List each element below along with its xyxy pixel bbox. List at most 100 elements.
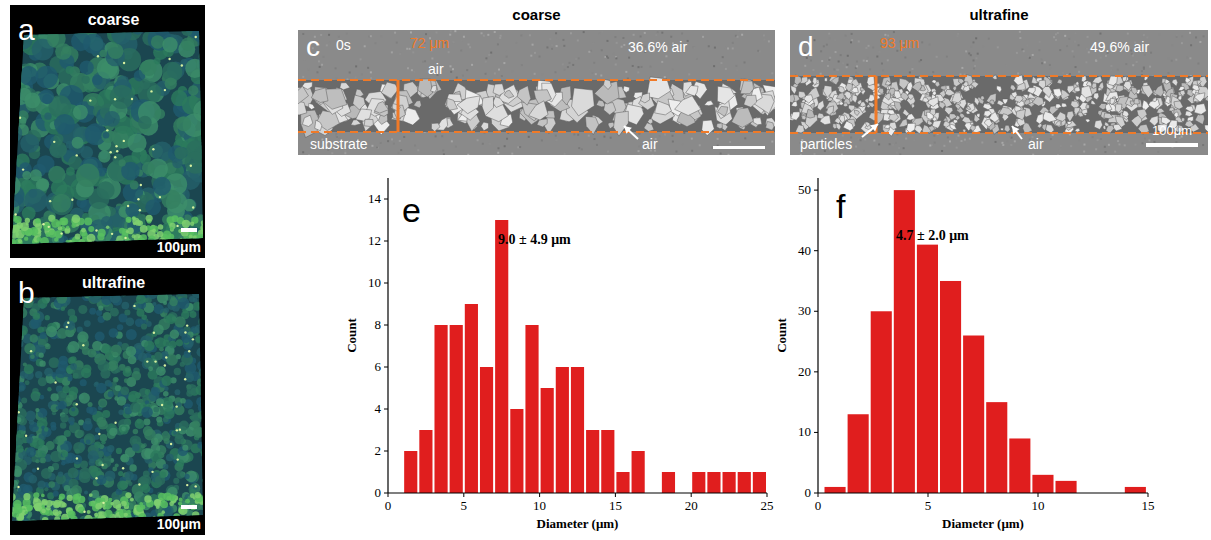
- texture: [114, 156, 116, 158]
- texture: [25, 435, 27, 437]
- texture: [144, 495, 151, 502]
- texture: [145, 199, 161, 215]
- texture: [128, 134, 147, 153]
- texture: [61, 517, 68, 524]
- texture: [94, 434, 99, 439]
- texture: [98, 461, 103, 466]
- texture: [163, 431, 168, 436]
- texture: [150, 90, 152, 92]
- texture: [64, 228, 70, 234]
- texture: [64, 485, 70, 491]
- texture: [146, 360, 148, 362]
- texture: [124, 237, 126, 239]
- texture: [30, 350, 32, 352]
- texture: [110, 292, 121, 303]
- texture: [12, 120, 19, 127]
- texture: [27, 505, 33, 511]
- texture: [722, 56, 724, 58]
- texture: [321, 64, 323, 66]
- texture: [149, 241, 153, 245]
- texture: [200, 224, 209, 233]
- texture: [87, 234, 96, 243]
- texture: [200, 291, 206, 297]
- texture: [123, 140, 125, 142]
- texture: [66, 395, 74, 403]
- texture: [596, 144, 598, 146]
- texture: [37, 237, 42, 242]
- texture: [375, 42, 377, 44]
- texture: [66, 66, 74, 74]
- texture: [162, 351, 168, 357]
- texture: [23, 493, 30, 500]
- texture: [48, 226, 50, 228]
- texture: [435, 135, 437, 137]
- texture: [161, 404, 163, 406]
- texture: [25, 511, 28, 514]
- scale-bar-label: 100μm: [157, 239, 201, 255]
- texture: [169, 341, 177, 349]
- texture: [10, 324, 19, 333]
- texture: [174, 368, 181, 375]
- texture: [55, 367, 66, 378]
- texture: [136, 309, 144, 317]
- texture: [33, 313, 40, 320]
- scale-bar-label: 100μm: [157, 516, 201, 532]
- texture: [62, 289, 67, 294]
- texture: [454, 30, 456, 32]
- texture: [60, 232, 62, 234]
- texture: [148, 284, 157, 293]
- texture: [118, 471, 123, 476]
- texture: [125, 203, 139, 217]
- texture: [43, 223, 51, 231]
- texture: [123, 62, 125, 64]
- texture: [176, 402, 181, 407]
- texture: [20, 134, 39, 153]
- scale-bar: [181, 505, 197, 509]
- texture: [555, 135, 557, 137]
- texture: [141, 323, 147, 329]
- texture: [615, 57, 617, 59]
- texture: [116, 505, 121, 510]
- texture: [380, 142, 382, 144]
- texture: [158, 224, 163, 229]
- texture: [127, 219, 142, 234]
- texture: [71, 32, 91, 52]
- texture: [41, 468, 52, 479]
- texture: [150, 450, 162, 462]
- texture: [113, 377, 119, 383]
- texture: [307, 69, 309, 71]
- texture: [30, 334, 38, 342]
- texture: [117, 396, 127, 406]
- texture: [87, 510, 91, 514]
- texture: [148, 467, 154, 473]
- texture: [30, 227, 39, 236]
- texture: [202, 478, 206, 482]
- texture: [117, 480, 127, 490]
- texture: [6, 337, 17, 348]
- texture: [6, 319, 14, 327]
- texture: [713, 65, 715, 67]
- texture: [23, 362, 27, 366]
- texture: [80, 379, 87, 386]
- texture: [4, 79, 16, 91]
- texture: [44, 427, 49, 432]
- texture: [177, 458, 179, 460]
- texture: [124, 378, 129, 383]
- texture: [335, 67, 337, 69]
- texture: [98, 150, 110, 162]
- texture: [66, 167, 75, 176]
- texture: [200, 443, 207, 450]
- texture: [181, 334, 190, 343]
- texture: [104, 509, 112, 517]
- texture: [466, 69, 468, 71]
- texture: [462, 75, 464, 77]
- texture: [79, 393, 90, 404]
- texture: [22, 171, 31, 180]
- texture: [182, 19, 195, 32]
- texture: [599, 32, 601, 34]
- texture: [179, 498, 183, 502]
- texture: [771, 141, 773, 143]
- texture: [140, 225, 148, 233]
- texture: [69, 407, 79, 417]
- texture: [58, 471, 64, 477]
